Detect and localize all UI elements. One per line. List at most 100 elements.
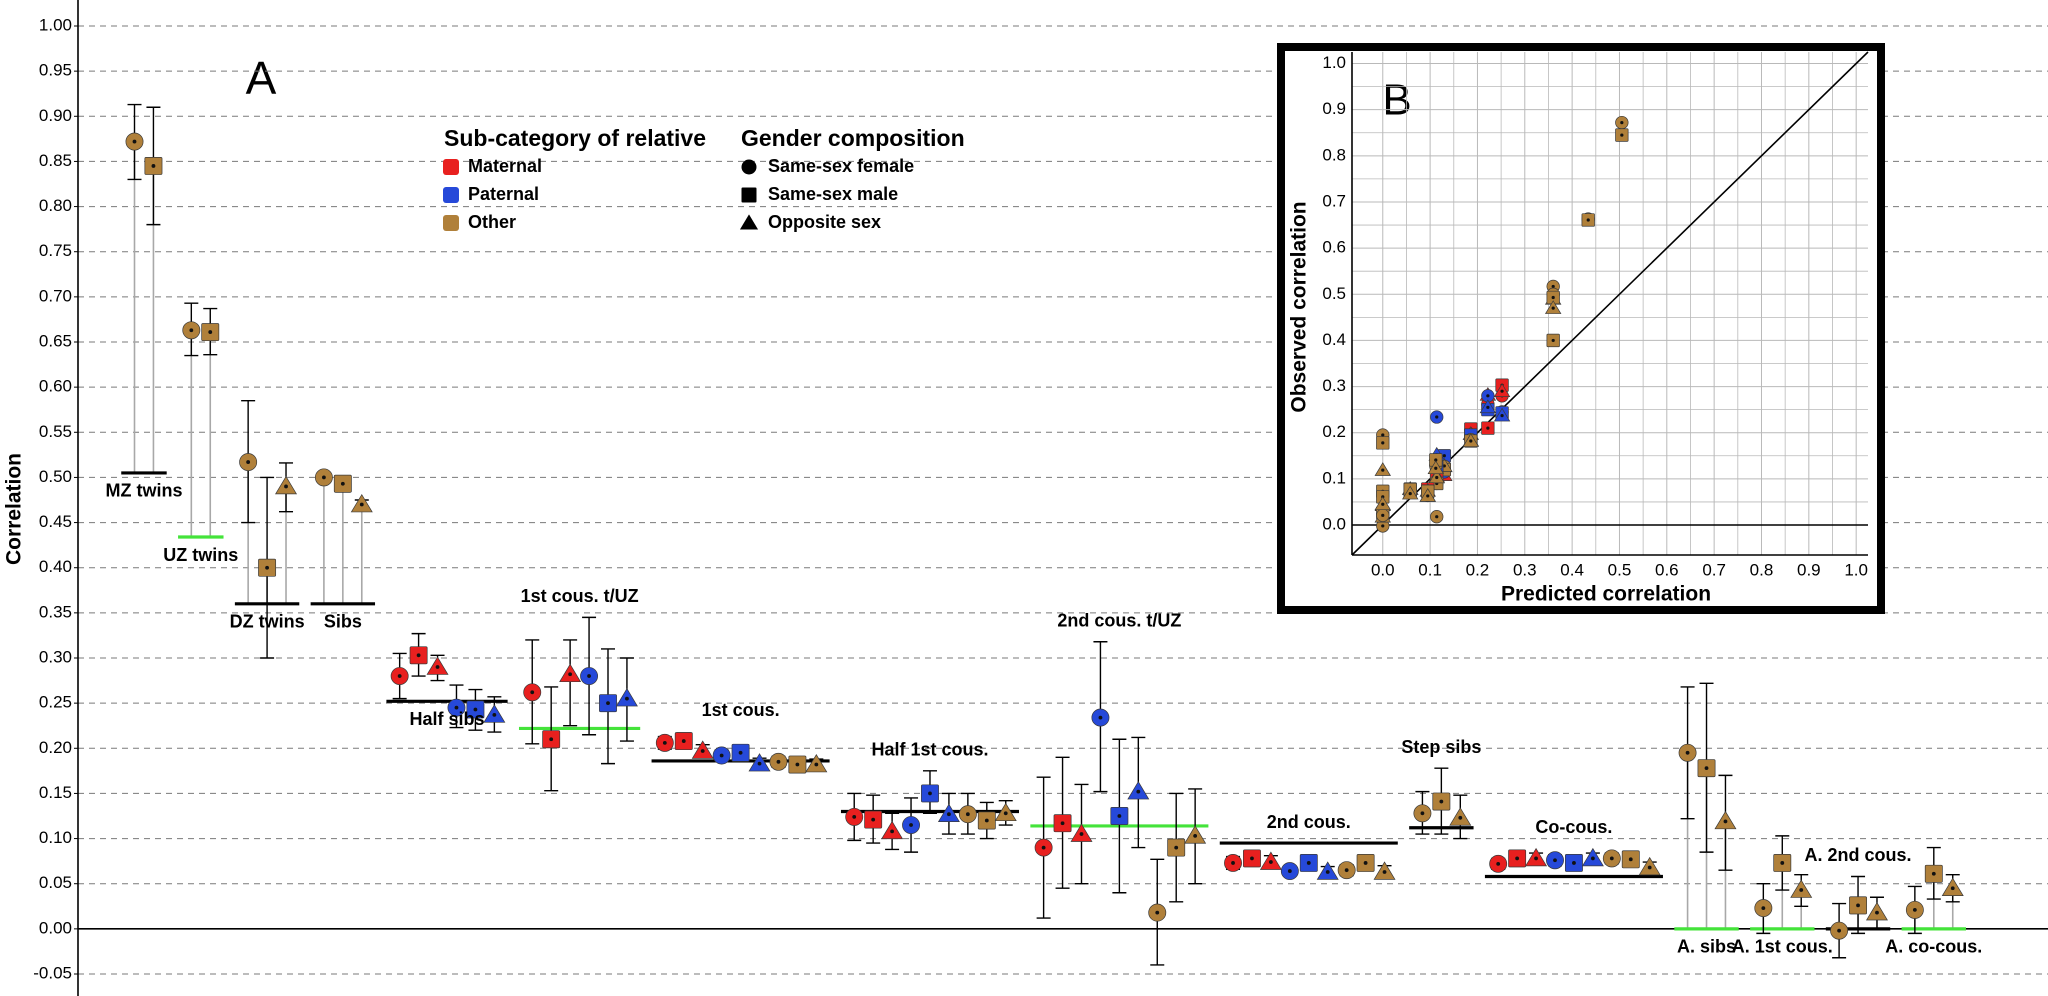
marker-center [1117,814,1122,818]
marker-center [1269,860,1273,864]
marker [739,214,759,230]
x-tick-label: 0.0 [1371,560,1395,579]
legend-label: Paternal [468,184,539,204]
marker-layer [125,132,1964,940]
legend-swatch [443,159,459,175]
y-tick-label: 0.40 [39,557,72,576]
legend-title: Sub-category of relative [444,125,706,151]
marker-center [397,674,402,678]
group-label: A. co-cous. [1885,937,1982,957]
marker-center [1486,426,1490,430]
legend-swatch [443,187,459,203]
marker-center [1609,856,1614,861]
marker-center [1875,910,1879,915]
marker-center [265,565,269,570]
y-tick-label: 0.95 [39,61,72,80]
marker-center [1442,464,1446,468]
marker-center [1003,811,1008,816]
marker-center [1458,815,1463,820]
marker-center [625,696,629,701]
marker-center [1620,133,1624,137]
legend-label: Maternal [468,156,542,176]
marker-center [1325,870,1330,874]
marker-center [1435,415,1439,419]
marker-center [1572,861,1576,865]
marker-center [1155,910,1160,915]
group-label: Half sibs [409,709,484,729]
marker-center [1515,856,1520,861]
y-tick-label: 0.2 [1322,422,1346,441]
y-tick-label: 0.85 [39,151,72,170]
marker-center [1231,861,1235,865]
marker-center [1420,811,1425,816]
x-tick-label: 0.6 [1655,560,1679,579]
marker-center [1435,475,1439,480]
x-tick-label: 0.2 [1466,560,1490,579]
y-tick-label: 1.0 [1322,53,1346,72]
marker-center [1287,869,1292,873]
y-tick-label: 0.30 [39,647,72,666]
x-tick-label: 1.0 [1844,560,1868,579]
marker-center [1628,857,1633,862]
marker-center [1193,833,1198,838]
y-tick-label: -0.05 [33,963,72,982]
marker-center [1590,856,1595,861]
x-tick-label: 0.1 [1418,560,1442,579]
marker-center [568,672,573,677]
marker-center [928,791,932,796]
marker-center [189,328,194,333]
group-label: 1st cous. t/UZ [521,586,639,606]
y-tick-label: 0.45 [39,512,72,531]
legend-label: Opposite sex [768,212,881,232]
marker-center [1174,845,1179,850]
marker-center [814,762,819,767]
legend-layer: Maternal Paternal Other Same-sex female Same… [443,156,914,232]
marker-center [1250,856,1254,861]
marker-center [852,815,857,819]
group-label: Half 1st cous. [871,740,988,760]
marker-center [1950,886,1955,891]
marker-center [776,759,781,764]
y-tick-label: 0.1 [1322,468,1346,487]
y-tick-label: 0.60 [39,377,72,396]
marker-center [871,817,876,822]
panel-letter: A [246,52,277,104]
y-tick-label: 0.7 [1322,191,1346,210]
marker-center [1500,389,1504,393]
marker-center [1442,454,1446,458]
x-tick-label: 0.9 [1797,560,1821,579]
marker-center [1306,861,1311,865]
y-tick-label: 0.35 [39,602,72,621]
group-label: MZ twins [105,481,182,501]
group-label: A. sibs [1677,937,1736,957]
marker-center [1381,441,1385,445]
marker-center [1469,439,1473,443]
marker-center [1098,715,1103,720]
x-tick-label: 0.5 [1608,560,1632,579]
marker-center [700,749,705,753]
marker-center [1685,750,1690,755]
marker-center [416,653,421,658]
label-layer: MZ twins UZ twins DZ twins Sibs Half sibs 1st… [105,481,1982,957]
marker-center [1912,907,1917,912]
x-tick-label: 0.3 [1513,560,1537,579]
x-tick-label: 0.7 [1702,560,1726,579]
y-tick-label: 0.0 [1322,514,1346,533]
marker-center [984,818,989,823]
marker-center [1620,121,1624,125]
y-tick-label: 0.00 [39,918,72,937]
marker-center [1434,458,1438,462]
y-tick-label: 0.70 [39,286,72,305]
marker-center [1553,858,1557,863]
y-tick-label: 0.55 [39,422,72,441]
marker-center [1551,338,1555,343]
marker-center [1586,218,1590,222]
y-tick-label: 1.00 [39,15,72,34]
y-tick-label: 0.15 [39,783,72,802]
marker-center [1079,832,1084,836]
marker-center [1381,513,1385,517]
marker [741,159,757,175]
marker-center [340,481,345,486]
y-tick-label: 0.4 [1322,330,1346,349]
